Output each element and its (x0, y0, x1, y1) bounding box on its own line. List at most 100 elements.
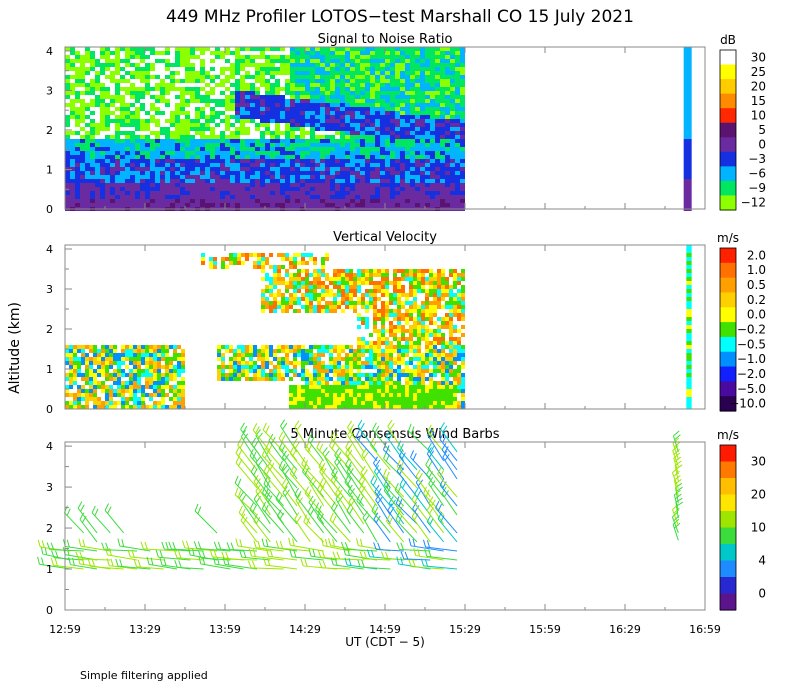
vv-cell (245, 377, 249, 381)
vv-cell (129, 385, 133, 389)
snr-cell (135, 47, 140, 51)
snr-cell (295, 119, 300, 123)
snr-cell (425, 51, 430, 55)
vv-cell (405, 269, 409, 273)
vv-cell (285, 253, 289, 257)
vv-cell (301, 281, 305, 285)
snr-cell (145, 83, 150, 87)
snr-cell (375, 51, 380, 55)
snr-cell (295, 47, 300, 51)
snr-cell (230, 183, 235, 187)
snr-cell (265, 91, 270, 95)
snr-cell (420, 127, 425, 131)
snr-cell (140, 203, 145, 207)
vv-cell (401, 405, 405, 409)
snr-cell (405, 159, 410, 163)
snr-cell (235, 103, 240, 107)
vv-cell (337, 361, 341, 365)
snr-cell (90, 163, 95, 167)
snr-cell (335, 151, 340, 155)
snr-cell (270, 63, 275, 67)
snr-cell (375, 67, 380, 71)
snr-cell (370, 203, 375, 207)
vv-cell (237, 357, 241, 361)
snr-cell (80, 103, 85, 107)
snr-cell (145, 51, 150, 55)
snr-cell (120, 175, 125, 179)
snr-cell (90, 147, 95, 151)
snr-cell (265, 83, 270, 87)
snr-cell (100, 171, 105, 175)
vv-cell (389, 345, 393, 349)
snr-cell (75, 99, 80, 103)
snr-cell (95, 179, 100, 183)
snr-cell (115, 127, 120, 131)
snr-cell (160, 55, 165, 59)
snr-cell (445, 83, 450, 87)
snr-cell (435, 91, 440, 95)
vv-cell (261, 369, 265, 373)
vv-cell (289, 397, 293, 401)
snr-cell (360, 51, 365, 55)
snr-cell (300, 135, 305, 139)
snr-cell (265, 79, 270, 83)
vv-cell (233, 253, 237, 257)
snr-cell (155, 103, 160, 107)
vv-cell (353, 377, 357, 381)
vv-cell (233, 377, 237, 381)
snr-cell (205, 63, 210, 67)
colorbar-label: 25 (751, 65, 766, 79)
snr-cell (355, 195, 360, 199)
snr-cell (115, 83, 120, 87)
snr-cell (230, 91, 235, 95)
snr-cell (205, 79, 210, 83)
snr-cell (115, 167, 120, 171)
vv-cell (333, 381, 337, 385)
snr-cell (410, 75, 415, 79)
snr-cell (225, 79, 230, 83)
snr-cell (455, 87, 460, 91)
vv-cell (257, 353, 261, 357)
snr-cell (185, 139, 190, 143)
snr-cell (265, 187, 270, 191)
snr-cell (105, 79, 110, 83)
snr-cell (683, 51, 692, 55)
snr-cell (125, 191, 130, 195)
snr-cell (280, 51, 285, 55)
vv-cell (349, 277, 353, 281)
snr-cell (80, 159, 85, 163)
snr-cell (325, 199, 330, 203)
snr-cell (415, 199, 420, 203)
snr-cell (440, 139, 445, 143)
vv-cell (121, 349, 125, 353)
snr-cell (250, 175, 255, 179)
snr-cell (390, 51, 395, 55)
snr-cell (385, 91, 390, 95)
snr-cell (85, 175, 90, 179)
snr-cell (215, 199, 220, 203)
snr-cell (250, 79, 255, 83)
snr-cell (275, 87, 280, 91)
vv-cell (173, 353, 177, 357)
snr-cell (450, 131, 455, 135)
vv-cell (265, 297, 269, 301)
snr-cell (80, 95, 85, 99)
snr-cell (405, 147, 410, 151)
snr-cell (140, 123, 145, 127)
vv-cell (381, 357, 385, 361)
snr-cell (140, 79, 145, 83)
snr-cell (250, 143, 255, 147)
vv-cell (177, 361, 181, 365)
vv-cell (317, 309, 321, 313)
snr-cell (210, 83, 215, 87)
snr-cell (205, 163, 210, 167)
vv-cell (333, 269, 337, 273)
snr-cell (90, 47, 95, 51)
snr-cell (275, 191, 280, 195)
vv-cell (281, 281, 285, 285)
snr-cell (85, 115, 90, 119)
vv-cell (341, 285, 345, 289)
snr-cell (265, 183, 270, 187)
snr-cell (340, 179, 345, 183)
snr-cell (135, 87, 140, 91)
